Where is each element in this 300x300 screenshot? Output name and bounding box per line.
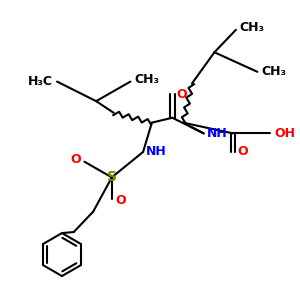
- Text: OH: OH: [274, 127, 295, 140]
- Text: O: O: [116, 194, 126, 207]
- Text: S: S: [107, 170, 117, 184]
- Text: O: O: [176, 88, 187, 101]
- Text: O: O: [237, 146, 247, 158]
- Text: CH₃: CH₃: [261, 65, 286, 78]
- Text: NH: NH: [207, 127, 227, 140]
- Text: NH: NH: [146, 146, 167, 158]
- Text: O: O: [70, 153, 80, 166]
- Text: CH₃: CH₃: [240, 21, 265, 34]
- Text: CH₃: CH₃: [134, 73, 159, 86]
- Text: H₃C: H₃C: [28, 75, 53, 88]
